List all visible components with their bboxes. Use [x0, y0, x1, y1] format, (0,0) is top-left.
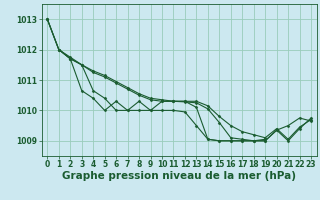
X-axis label: Graphe pression niveau de la mer (hPa): Graphe pression niveau de la mer (hPa): [62, 171, 296, 181]
